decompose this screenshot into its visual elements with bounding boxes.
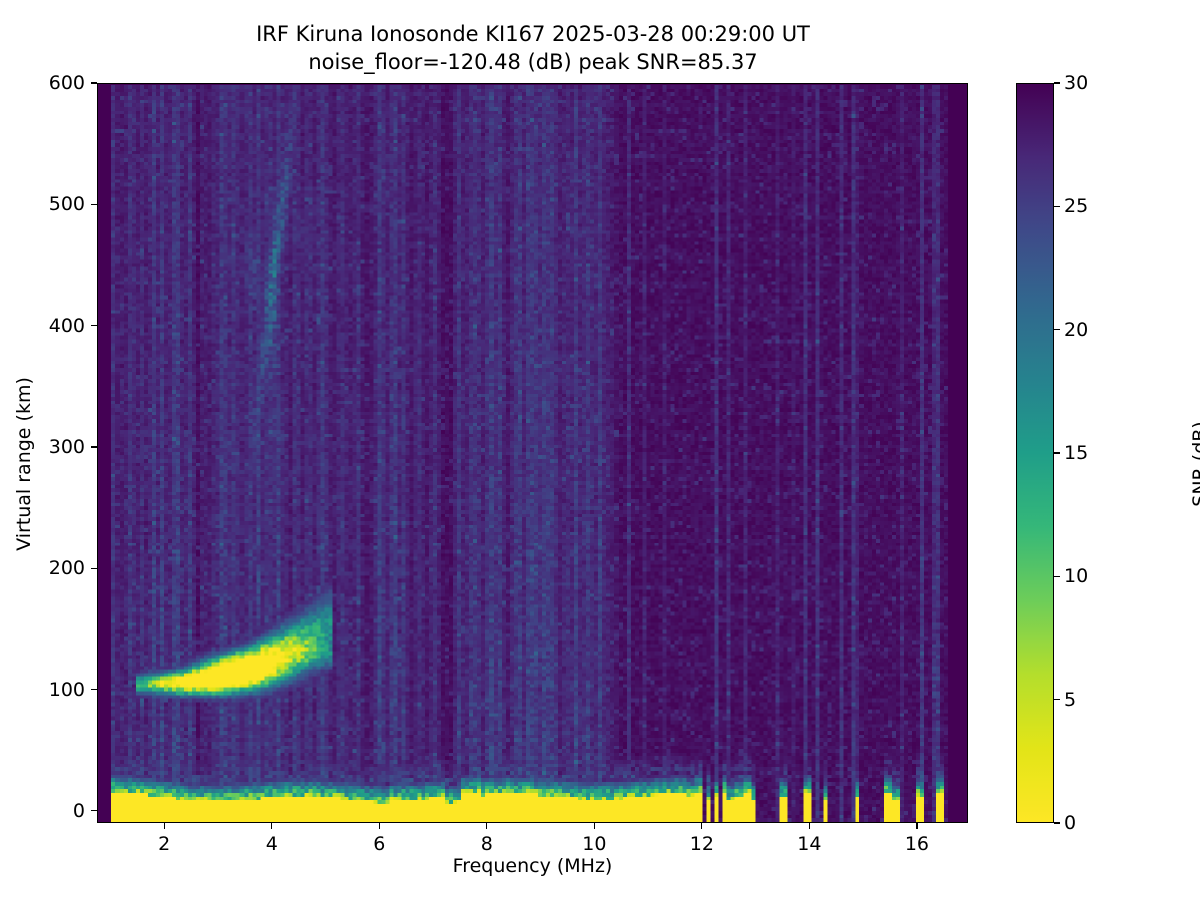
colorbar-tick-mark — [1054, 452, 1060, 454]
y-tick-mark — [91, 82, 97, 84]
x-axis-label: Frequency (MHz) — [452, 855, 613, 877]
y-tick-mark — [91, 446, 97, 448]
y-tick-label: 0 — [72, 799, 85, 822]
colorbar-tick-mark — [1054, 82, 1060, 84]
x-tick-label: 14 — [797, 833, 822, 855]
x-tick-label: 12 — [689, 833, 714, 855]
colorbar-tick-label: 30 — [1064, 72, 1089, 94]
y-tick-mark — [91, 203, 97, 205]
y-axis-label: Virtual range (km) — [13, 377, 35, 551]
y-tick-label: 200 — [48, 557, 85, 580]
colorbar-tick-mark — [1054, 822, 1060, 824]
colorbar-label: SNR (dB) — [1189, 421, 1200, 507]
colorbar-tick-label: 0 — [1064, 812, 1077, 834]
title-line-2: noise_floor=-120.48 (dB) peak SNR=85.37 — [308, 50, 758, 74]
colorbar-tick-label: 20 — [1064, 318, 1089, 341]
colorbar-tick-mark — [1054, 699, 1060, 701]
colorbar-tick-mark — [1054, 575, 1060, 577]
x-tick-mark — [486, 823, 488, 829]
x-tick-label: 6 — [373, 833, 386, 855]
title-line-1: IRF Kiruna Ionosonde KI167 2025-03-28 00… — [256, 22, 810, 46]
y-tick-label: 100 — [48, 678, 85, 701]
y-tick-label: 400 — [48, 314, 85, 337]
colorbar[interactable] — [1016, 83, 1054, 823]
y-tick-mark — [91, 810, 97, 812]
ionogram-heatmap — [98, 84, 967, 822]
ionogram-plot-area[interactable] — [97, 83, 968, 823]
figure-title: IRF Kiruna Ionosonde KI167 2025-03-28 00… — [97, 20, 969, 76]
x-tick-mark — [163, 823, 165, 829]
colorbar-tick-label: 5 — [1064, 688, 1077, 711]
x-tick-mark — [916, 823, 918, 829]
y-tick-mark — [91, 325, 97, 327]
x-tick-mark — [808, 823, 810, 829]
x-tick-mark — [271, 823, 273, 829]
colorbar-tick-label: 15 — [1064, 442, 1089, 464]
y-tick-label: 300 — [48, 435, 85, 458]
x-tick-label: 8 — [480, 833, 493, 855]
y-tick-mark — [91, 567, 97, 569]
x-tick-mark — [701, 823, 703, 829]
colorbar-tick-mark — [1054, 329, 1060, 331]
x-tick-mark — [378, 823, 380, 829]
y-tick-label: 600 — [48, 72, 85, 94]
y-tick-mark — [91, 688, 97, 691]
x-tick-mark — [593, 823, 595, 829]
colorbar-tick-label: 10 — [1064, 565, 1089, 588]
colorbar-gradient — [1017, 84, 1053, 822]
colorbar-tick-label: 25 — [1064, 195, 1089, 218]
x-tick-label: 2 — [158, 833, 171, 855]
x-tick-label: 16 — [904, 833, 930, 855]
colorbar-tick-mark — [1054, 205, 1060, 207]
x-tick-label: 10 — [582, 833, 607, 855]
x-tick-label: 4 — [265, 833, 278, 855]
y-tick-label: 500 — [48, 193, 85, 216]
